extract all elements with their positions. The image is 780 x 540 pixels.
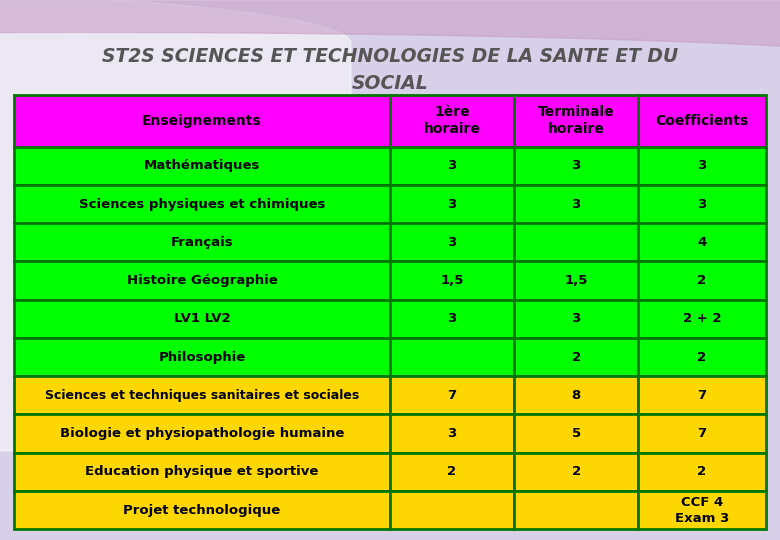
Bar bbox=[14, 94, 390, 147]
Text: 2: 2 bbox=[697, 465, 707, 478]
Polygon shape bbox=[0, 0, 351, 451]
Bar bbox=[514, 94, 638, 147]
Bar bbox=[638, 376, 766, 414]
Text: SOCIAL: SOCIAL bbox=[352, 74, 428, 93]
Bar bbox=[14, 338, 390, 376]
Bar bbox=[14, 261, 390, 300]
Bar bbox=[638, 491, 766, 529]
Bar bbox=[390, 453, 514, 491]
Text: Terminale
horaire: Terminale horaire bbox=[537, 105, 615, 136]
Polygon shape bbox=[0, 0, 780, 65]
Bar bbox=[638, 261, 766, 300]
Bar bbox=[390, 261, 514, 300]
Text: 3: 3 bbox=[572, 312, 581, 325]
Text: 5: 5 bbox=[572, 427, 580, 440]
Bar bbox=[14, 147, 390, 185]
Text: 7: 7 bbox=[448, 389, 456, 402]
Bar bbox=[514, 223, 638, 261]
Bar bbox=[14, 453, 390, 491]
Bar bbox=[514, 453, 638, 491]
Bar bbox=[14, 414, 390, 453]
Bar bbox=[638, 185, 766, 223]
Text: 1,5: 1,5 bbox=[565, 274, 588, 287]
Bar bbox=[514, 491, 638, 529]
Text: ST2S SCIENCES ET TECHNOLOGIES DE LA SANTE ET DU: ST2S SCIENCES ET TECHNOLOGIES DE LA SANT… bbox=[102, 47, 678, 66]
Text: 3: 3 bbox=[572, 198, 581, 211]
Bar bbox=[638, 453, 766, 491]
Bar bbox=[390, 185, 514, 223]
Text: 1,5: 1,5 bbox=[441, 274, 464, 287]
Bar bbox=[638, 338, 766, 376]
Bar bbox=[390, 223, 514, 261]
Text: Enseignements: Enseignements bbox=[142, 113, 262, 127]
Text: 2: 2 bbox=[697, 274, 707, 287]
Bar bbox=[514, 376, 638, 414]
Bar bbox=[638, 94, 766, 147]
Bar bbox=[14, 300, 390, 338]
Text: Biologie et physiopathologie humaine: Biologie et physiopathologie humaine bbox=[60, 427, 344, 440]
Text: 3: 3 bbox=[572, 159, 581, 172]
Text: 2: 2 bbox=[697, 350, 707, 363]
Text: 2: 2 bbox=[448, 465, 456, 478]
Bar bbox=[390, 338, 514, 376]
Bar bbox=[514, 300, 638, 338]
Text: Français: Français bbox=[171, 236, 233, 249]
Bar bbox=[390, 94, 514, 147]
Text: 8: 8 bbox=[572, 389, 581, 402]
Text: Education physique et sportive: Education physique et sportive bbox=[85, 465, 319, 478]
Bar bbox=[390, 414, 514, 453]
Bar bbox=[638, 414, 766, 453]
Text: 2 + 2: 2 + 2 bbox=[682, 312, 722, 325]
Text: 4: 4 bbox=[697, 236, 707, 249]
Text: 2: 2 bbox=[572, 350, 580, 363]
Text: 2: 2 bbox=[572, 465, 580, 478]
Text: 7: 7 bbox=[697, 389, 707, 402]
Text: Sciences physiques et chimiques: Sciences physiques et chimiques bbox=[79, 198, 325, 211]
Text: 1ère
horaire: 1ère horaire bbox=[424, 105, 480, 136]
Text: 3: 3 bbox=[448, 198, 456, 211]
Bar bbox=[638, 223, 766, 261]
Bar bbox=[14, 185, 390, 223]
Text: Sciences et techniques sanitaires et sociales: Sciences et techniques sanitaires et soc… bbox=[45, 389, 359, 402]
Text: 3: 3 bbox=[697, 159, 707, 172]
Text: 3: 3 bbox=[697, 198, 707, 211]
Text: 7: 7 bbox=[697, 427, 707, 440]
Text: LV1 LV2: LV1 LV2 bbox=[174, 312, 230, 325]
Text: 3: 3 bbox=[448, 312, 456, 325]
Bar bbox=[514, 338, 638, 376]
Bar bbox=[14, 376, 390, 414]
Bar bbox=[638, 300, 766, 338]
Bar bbox=[514, 147, 638, 185]
Bar bbox=[390, 147, 514, 185]
Text: Histoire Géographie: Histoire Géographie bbox=[126, 274, 278, 287]
Text: 3: 3 bbox=[448, 427, 456, 440]
Text: 3: 3 bbox=[448, 159, 456, 172]
Bar bbox=[14, 491, 390, 529]
Text: 3: 3 bbox=[448, 236, 456, 249]
Text: Mathématiques: Mathématiques bbox=[144, 159, 261, 172]
Text: Philosophie: Philosophie bbox=[158, 350, 246, 363]
Bar bbox=[390, 491, 514, 529]
Text: Projet technologique: Projet technologique bbox=[123, 504, 281, 517]
Bar bbox=[14, 223, 390, 261]
Bar bbox=[638, 147, 766, 185]
Bar bbox=[390, 376, 514, 414]
Text: Coefficients: Coefficients bbox=[655, 113, 749, 127]
Bar bbox=[390, 300, 514, 338]
Text: CCF 4
Exam 3: CCF 4 Exam 3 bbox=[675, 496, 729, 524]
Bar bbox=[514, 185, 638, 223]
Bar bbox=[514, 261, 638, 300]
Bar bbox=[514, 414, 638, 453]
